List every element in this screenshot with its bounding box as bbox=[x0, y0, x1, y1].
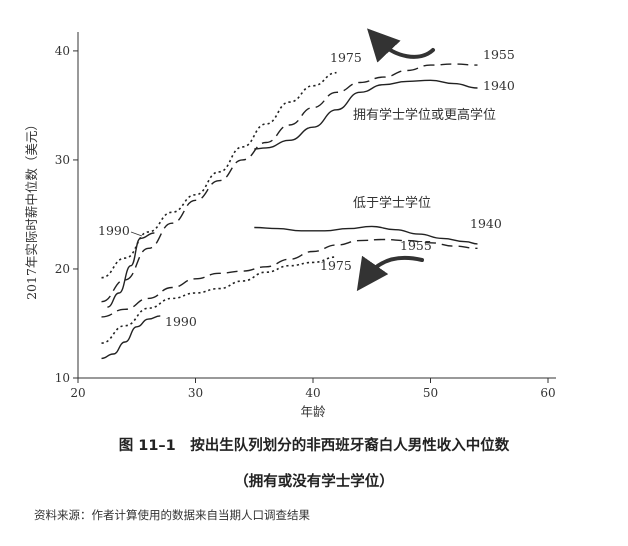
series-label-college-1940: 1940 bbox=[483, 78, 515, 93]
x-tick-label: 30 bbox=[188, 386, 203, 400]
group-label-college: 拥有学士学位或更高学位 bbox=[353, 107, 496, 123]
cohort-arrow-college bbox=[367, 28, 435, 63]
group-label-noncollege: 低于学士学位 bbox=[353, 195, 431, 211]
x-axis-label: 年龄 bbox=[300, 404, 326, 419]
series-label-college-1975: 1975 bbox=[330, 50, 362, 65]
cohort-arrow-noncollege bbox=[356, 255, 424, 292]
series-line-noncollege-1955 bbox=[101, 238, 478, 318]
figure-title: 图 11–1 按出生队列划分的非西班牙裔白人男性收入中位数 bbox=[118, 438, 510, 454]
series-line-college-1975 bbox=[101, 71, 337, 279]
figure-source: 资料来源：作者计算使用的数据来自当期人口调查结果 bbox=[34, 508, 310, 522]
y-tick-label: 10 bbox=[55, 371, 70, 385]
series-label-college-1990: 1990 bbox=[98, 223, 130, 238]
y-tick-label: 40 bbox=[55, 44, 70, 58]
series-layer bbox=[101, 63, 478, 360]
series-line-college-1955 bbox=[101, 63, 478, 303]
figure-subtitle: （拥有或没有学士学位） bbox=[234, 474, 394, 490]
series-line-college-1990 bbox=[107, 232, 155, 308]
series-line-noncollege-1940 bbox=[254, 225, 478, 245]
series-line-college-1940 bbox=[254, 79, 478, 150]
series-line-noncollege-1975 bbox=[101, 256, 337, 344]
series-label-noncollege-1990: 1990 bbox=[165, 314, 197, 329]
x-tick-label: 40 bbox=[305, 386, 320, 400]
x-tick-label: 20 bbox=[70, 386, 85, 400]
series-line-noncollege-1990 bbox=[101, 315, 161, 360]
arrows-layer bbox=[356, 28, 435, 292]
x-tick-label: 50 bbox=[423, 386, 438, 400]
series-label-college-1955: 1955 bbox=[483, 47, 515, 62]
label-leader-1990 bbox=[130, 231, 143, 237]
y-tick-label: 30 bbox=[55, 153, 70, 167]
series-label-noncollege-1955: 1955 bbox=[400, 238, 432, 253]
y-tick-label: 20 bbox=[55, 262, 70, 276]
x-tick-label: 60 bbox=[540, 386, 555, 400]
y-axis-label: 2017年实际时薪中位数（美元） bbox=[24, 118, 39, 300]
series-label-noncollege-1975: 1975 bbox=[320, 258, 352, 273]
series-label-noncollege-1940: 1940 bbox=[470, 216, 502, 231]
